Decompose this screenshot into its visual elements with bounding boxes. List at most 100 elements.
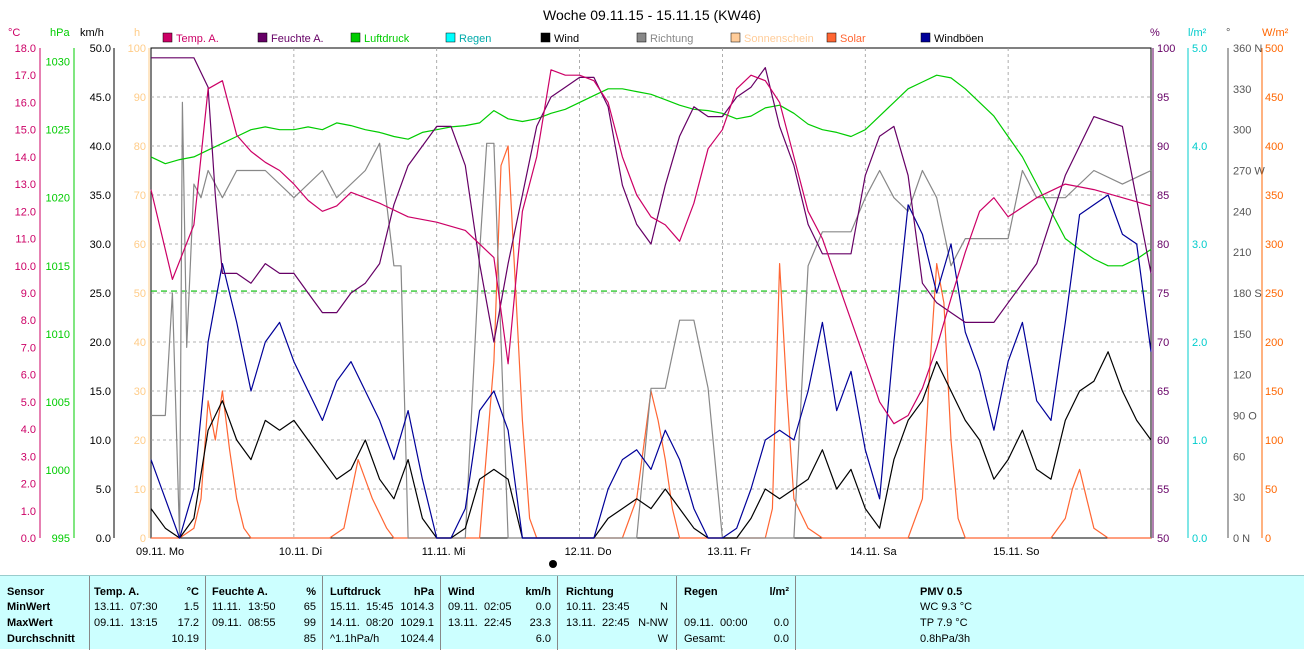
axis-tick-rain: 4.0 [1192,141,1207,153]
axis-unit-hum: % [1150,27,1160,39]
legend-swatch [445,32,456,43]
axis-tick-temp: 11.0 [15,234,36,246]
axis-tick-sun: 60 [134,239,146,251]
right-axes: 50 55 60 65 70 75 80 85 90 95 100 0.0 1.0 2.0 3.0 4.0 5.… [1152,43,1283,545]
legend-item: Temp. A. [162,32,219,45]
stats-header-humidity-unit: % [306,586,316,598]
axis-tick-temp: 10.0 [15,261,36,273]
axis-tick-wind: 30.0 [90,239,111,251]
axis-tick-temp: 18.0 [15,43,36,55]
axis-tick-solar: 500 [1265,43,1283,55]
axis-unit-wind: km/h [80,27,104,39]
hum-max-time: 08:55 [248,617,276,629]
temp-min-time: 07:30 [130,601,158,613]
legend-label: Regen [459,33,491,45]
axis-tick-dir: 60 [1233,451,1245,463]
legend-label: Windböen [934,33,984,45]
x-tick-label: 13.11. Fr [707,546,751,558]
axis-unit-sun: h [134,27,140,39]
x-tick-label: 12.11. Do [565,546,612,558]
rain-max-time: 00:00 [720,617,748,629]
press-trend: ^1.1hPa/h [330,633,380,645]
axis-tick-rain: 2.0 [1192,337,1207,349]
axis-tick-hum: 85 [1157,190,1169,202]
axis-tick-dir: 270 W [1233,166,1265,178]
hum-min-time: 13:50 [248,601,276,613]
axis-tick-dir: 90 O [1233,411,1257,423]
axis-tick-hum: 70 [1157,337,1169,349]
pmv-pressure-trend: 0.8hPa/3h [920,633,971,645]
stats-header-pmv: PMV 0.5 [920,586,963,598]
axis-tick-sun: 10 [134,484,146,496]
legend-swatch [730,32,741,43]
axis-tick-dir: 0 N [1233,533,1250,545]
axis-tick-solar: 0 [1265,533,1271,545]
legend-label: Wind [554,33,579,45]
axis-tick-dir: 150 [1233,329,1251,341]
stats-header-temp-unit: °C [186,586,199,598]
dir-max-date: 13.11. [566,617,596,629]
stats-col-pressure: Luftdruck hPa 15.11. 15:45 1014.3 14.11.… [323,576,441,650]
axis-tick-wind: 20.0 [90,337,111,349]
axis-tick-sun: 70 [134,190,146,202]
legend-item: Wind [540,32,579,45]
legend-swatch [920,32,931,43]
temp-min-date: 13.11. [94,601,124,613]
series-feuchte-a- [151,57,1152,343]
legend-label: Luftdruck [364,33,410,45]
axis-tick-wind: 25.0 [90,288,111,300]
stats-header-pressure-unit: hPa [413,586,434,598]
axis-tick-press: 1030 [46,57,70,69]
stats-header-wind-unit: km/h [525,586,551,598]
dir-max-value: N-NW [638,617,668,629]
axis-tick-press: 1020 [46,193,70,205]
wind-min-time: 02:05 [484,601,512,613]
axis-tick-solar: 200 [1265,337,1283,349]
dir-avg-value: W [657,633,668,645]
hum-avg-value: 85 [303,633,316,645]
axis-tick-temp: 4.0 [21,424,36,436]
moon-phase-icon [549,560,557,568]
press-min-time: 15:45 [366,601,394,613]
axis-tick-wind: 35.0 [90,190,111,202]
axis-tick-dir: 240 [1233,206,1251,218]
axis-tick-hum: 75 [1157,288,1169,300]
rain-max-value: 0.0 [773,617,789,629]
temp-max-value: 17.2 [177,617,199,629]
axis-tick-press: 1015 [46,261,70,273]
axis-unit-dir: ° [1226,27,1230,39]
series-wind [150,351,1152,539]
x-tick-label: 15.11. So [993,546,1039,558]
axis-unit-labels: °C hPa km/h h% l/m² ° W/m² [8,27,1289,39]
weather-chart: Woche 09.11.15 - 15.11.15 (KW46) Temp. A… [8,7,1289,568]
axis-tick-solar: 350 [1265,190,1283,202]
axis-tick-wind: 10.0 [90,435,111,447]
stats-col-pmv: PMV 0.5 WC 9.3 °C TP 7.9 °C 0.8hPa/3h [796,576,1304,650]
axis-tick-rain: 0.0 [1192,533,1207,545]
rain-total-label: Gesamt: [684,633,726,645]
stats-header-wind: Wind [448,586,475,598]
axis-tick-temp: 8.0 [21,315,36,327]
axis-tick-temp: 13.0 [15,179,36,191]
axis-tick-temp: 5.0 [21,397,36,409]
axis-tick-press: 1000 [46,465,70,477]
x-tick-label: 11.11. Mi [422,546,466,558]
axis-tick-sun: 50 [134,288,146,300]
press-avg-value: 1024.4 [400,633,434,645]
rain-max-date: 09.11. [684,617,714,629]
axis-tick-wind: 45.0 [90,92,111,104]
stats-header-pressure: Luftdruck [330,586,381,598]
axis-tick-temp: 1.0 [21,506,36,518]
stats-col-rain: Regen l/m² 09.11. 00:00 0.0 Gesamt: 0.0 [677,576,796,650]
axis-tick-dir: 210 [1233,247,1251,259]
row-label-min: MinWert [7,601,51,613]
legend-swatch [350,32,361,43]
temp-max-date: 09.11. [94,617,124,629]
axis-tick-wind: 50.0 [90,43,111,55]
press-max-value: 1029.1 [400,617,434,629]
series-temp-a- [150,69,1152,425]
axis-tick-solar: 400 [1265,141,1283,153]
axis-tick-solar: 250 [1265,288,1283,300]
chart-grid [150,47,1152,539]
stats-header-rain-unit: l/m² [769,586,789,598]
